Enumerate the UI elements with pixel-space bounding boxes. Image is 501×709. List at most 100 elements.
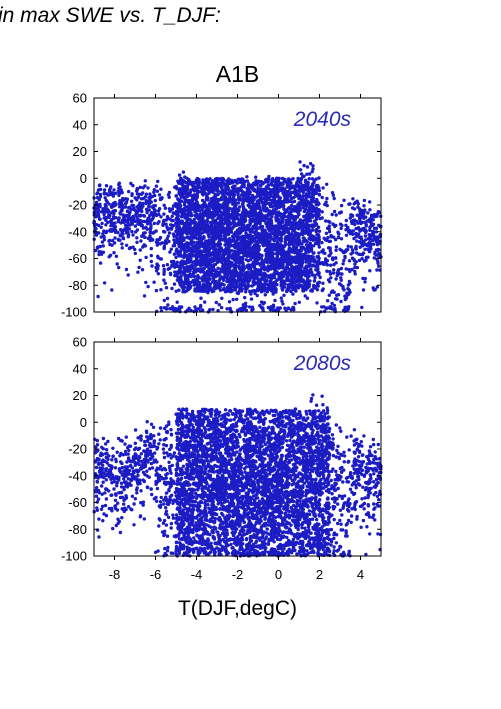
data-point xyxy=(220,260,224,264)
data-point xyxy=(337,232,341,236)
data-point xyxy=(290,223,295,227)
data-point xyxy=(233,206,238,211)
data-point xyxy=(349,219,354,224)
data-point xyxy=(305,278,310,282)
data-point xyxy=(287,227,291,231)
data-point xyxy=(237,243,241,247)
data-point xyxy=(289,278,294,283)
data-point xyxy=(375,285,379,289)
data-point xyxy=(175,300,179,304)
data-point xyxy=(298,242,302,246)
data-point xyxy=(329,276,333,280)
data-point xyxy=(173,273,177,278)
data-point xyxy=(177,305,181,309)
data-point xyxy=(238,247,242,251)
data-point xyxy=(239,289,244,293)
data-point xyxy=(304,250,308,255)
data-point xyxy=(313,258,317,262)
data-point xyxy=(312,279,317,283)
data-point xyxy=(112,251,116,255)
data-point xyxy=(177,181,181,185)
data-point xyxy=(242,206,246,211)
data-point xyxy=(135,228,140,232)
data-point xyxy=(138,214,143,218)
data-point xyxy=(333,237,338,242)
data-point xyxy=(209,197,214,201)
data-point xyxy=(258,303,262,308)
data-point xyxy=(289,274,293,278)
data-point xyxy=(199,223,203,228)
data-point xyxy=(314,238,319,242)
data-point xyxy=(367,236,371,241)
data-point xyxy=(189,188,193,192)
data-point xyxy=(298,206,302,210)
data-point xyxy=(128,210,132,215)
data-point xyxy=(261,234,266,238)
data-point xyxy=(355,239,359,243)
data-point xyxy=(144,255,148,260)
data-point xyxy=(272,238,276,242)
data-point xyxy=(245,199,249,203)
data-point xyxy=(358,240,362,244)
data-point xyxy=(233,239,237,244)
data-point xyxy=(225,258,230,262)
data-point xyxy=(153,198,157,203)
data-point xyxy=(277,273,281,277)
data-point xyxy=(240,264,245,269)
data-point xyxy=(189,211,193,215)
data-point xyxy=(317,202,321,206)
data-point xyxy=(170,207,175,211)
data-point xyxy=(137,203,141,208)
data-point xyxy=(322,305,326,309)
data-point xyxy=(312,251,316,255)
data-point xyxy=(124,243,129,247)
data-point xyxy=(159,306,163,310)
data-point xyxy=(266,288,270,292)
data-point xyxy=(98,261,103,265)
data-point xyxy=(118,234,122,238)
data-point xyxy=(322,262,326,267)
data-point xyxy=(303,255,308,259)
data-point xyxy=(219,204,223,208)
data-point xyxy=(214,300,218,305)
data-point xyxy=(366,255,370,259)
data-point xyxy=(282,293,286,297)
data-point xyxy=(368,225,372,229)
data-point xyxy=(292,199,297,204)
data-point xyxy=(226,232,231,237)
data-point xyxy=(362,198,367,203)
data-point xyxy=(142,294,147,298)
data-point xyxy=(210,289,214,294)
data-point xyxy=(189,274,193,279)
data-point xyxy=(247,305,252,309)
data-point xyxy=(372,226,377,230)
data-point xyxy=(245,189,249,194)
data-point xyxy=(120,230,124,234)
data-point xyxy=(219,305,224,310)
data-point xyxy=(266,305,271,310)
data-point xyxy=(312,179,316,183)
data-point xyxy=(117,238,121,242)
data-point xyxy=(357,252,361,256)
data-point xyxy=(172,238,176,242)
data-point xyxy=(166,227,170,232)
data-point xyxy=(217,303,221,307)
data-point xyxy=(213,199,217,204)
data-point xyxy=(149,259,153,264)
data-point xyxy=(327,254,331,258)
data-point xyxy=(228,284,233,289)
data-point xyxy=(160,196,164,200)
data-point xyxy=(227,266,231,271)
data-point xyxy=(344,249,348,254)
data-point xyxy=(253,291,257,296)
data-point xyxy=(232,284,237,288)
data-point xyxy=(211,206,215,211)
data-point xyxy=(263,293,267,297)
data-point xyxy=(242,198,246,203)
data-point xyxy=(218,218,223,223)
data-point xyxy=(286,194,290,198)
data-point xyxy=(283,306,287,310)
data-point xyxy=(131,233,135,237)
data-point xyxy=(295,180,299,185)
